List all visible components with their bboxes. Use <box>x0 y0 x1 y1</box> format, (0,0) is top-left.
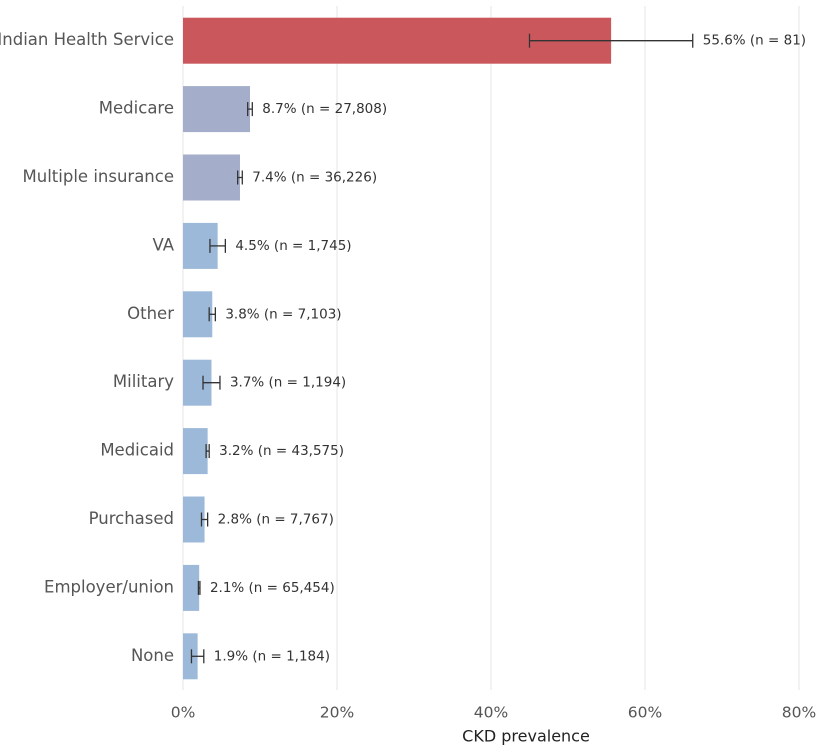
value-label: 8.7% (n = 27,808) <box>262 101 387 117</box>
bar <box>183 86 250 133</box>
x-tick-label: 20% <box>320 704 354 722</box>
value-label: 3.2% (n = 43,575) <box>219 443 344 459</box>
bar <box>183 291 213 338</box>
error-bar <box>208 307 216 322</box>
category-label: Military <box>113 372 174 391</box>
bar <box>183 496 205 543</box>
error-bar <box>237 170 243 185</box>
error-bar <box>528 33 694 48</box>
value-label: 2.1% (n = 65,454) <box>210 580 335 596</box>
value-label: 4.5% (n = 1,745) <box>235 238 351 254</box>
value-label: 3.8% (n = 7,103) <box>225 306 341 322</box>
category-label: Medicare <box>99 99 174 118</box>
error-bar <box>197 580 201 595</box>
category-label: Multiple insurance <box>23 167 174 186</box>
category-label: Medicaid <box>100 441 174 460</box>
x-tick-label: 80% <box>782 704 816 722</box>
bar <box>183 633 198 680</box>
category-label: Other <box>127 304 174 323</box>
x-tick-label: 40% <box>474 704 508 722</box>
x-tick-label: 60% <box>628 704 662 722</box>
category-label: None <box>131 646 174 665</box>
error-bar <box>247 102 253 117</box>
bar <box>183 428 208 475</box>
category-label: VA <box>152 235 174 254</box>
value-label: 1.9% (n = 1,184) <box>214 648 330 664</box>
x-tick-label: 0% <box>171 704 196 722</box>
value-label: 7.4% (n = 36,226) <box>252 170 377 186</box>
value-label: 2.8% (n = 7,767) <box>218 512 334 528</box>
category-label: Purchased <box>89 509 174 528</box>
error-bar <box>202 375 221 390</box>
bar <box>183 564 200 611</box>
bar <box>183 154 240 201</box>
category-label: Employer/union <box>44 577 174 596</box>
error-bar <box>190 649 205 664</box>
x-axis-label: CKD prevalence <box>462 727 590 746</box>
error-bar <box>205 444 210 459</box>
error-bar <box>200 512 209 527</box>
value-label: 3.7% (n = 1,194) <box>230 375 346 391</box>
value-label: 55.6% (n = 81) <box>703 33 806 49</box>
error-bar <box>209 238 227 253</box>
category-label: Indian Health Service <box>0 30 174 49</box>
